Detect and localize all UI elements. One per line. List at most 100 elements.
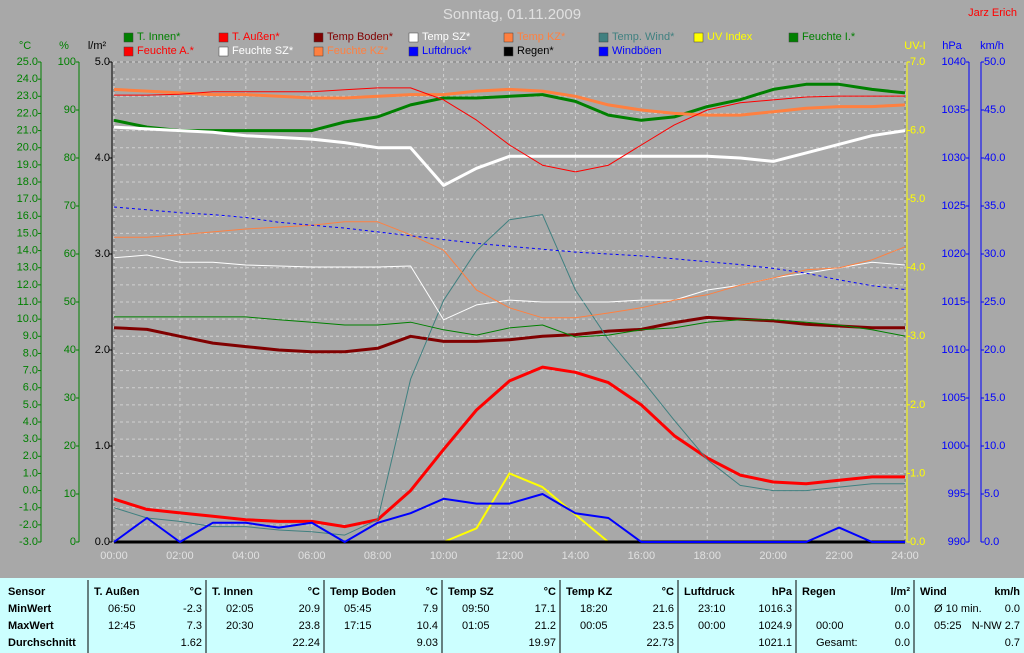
cell-time: 00:00 — [816, 620, 844, 632]
y-tick-label: 3.0 — [23, 433, 38, 445]
y-tick-label: 18.0 — [17, 176, 38, 188]
y-axis-label: UV-I — [904, 40, 925, 52]
legend-swatch — [693, 32, 704, 43]
legend-label: UV Index — [707, 31, 753, 43]
y-tick-label: 40.0 — [984, 152, 1005, 164]
y-tick-label: 3.0 — [95, 248, 110, 260]
cell-time: 00:00 — [698, 620, 726, 632]
cell-value: N-NW 2.7 — [972, 620, 1020, 632]
cell-value: 0.0 — [895, 637, 910, 649]
legend-label: T. Innen* — [137, 31, 181, 43]
cell-time: 01:05 — [462, 620, 490, 632]
x-tick-label: 00:00 — [100, 550, 128, 562]
legend-label: Feuchte I.* — [802, 31, 856, 43]
x-tick-label: 20:00 — [759, 550, 787, 562]
y-tick-label: 2.0 — [910, 399, 925, 411]
y-tick-label: 7.0 — [23, 364, 38, 376]
series-line — [114, 221, 906, 319]
y-tick-label: 1030 — [942, 152, 966, 164]
y-tick-label: 10.0 — [984, 440, 1005, 452]
legend-swatch — [123, 32, 134, 43]
legend-label: T. Außen* — [232, 31, 280, 43]
cell-time: 02:05 — [226, 603, 254, 615]
cell-time: 17:15 — [344, 620, 372, 632]
series-line — [113, 315, 905, 354]
cell-value: 1016.3 — [758, 603, 792, 615]
cell-value: 17.1 — [535, 603, 556, 615]
legend-label: Feuchte SZ* — [232, 45, 294, 57]
legend-swatch — [408, 32, 419, 43]
y-tick-label: 3.0 — [910, 330, 925, 342]
legend-swatch — [598, 32, 609, 43]
group-name: Luftdruck — [684, 586, 736, 598]
x-tick-label: 10:00 — [430, 550, 458, 562]
legend-label: Temp KZ* — [517, 31, 566, 43]
y-tick-label: 23.0 — [17, 90, 38, 102]
legend-swatch — [788, 32, 799, 43]
legend-label: Feuchte A.* — [137, 45, 195, 57]
cell-time: 00:05 — [580, 620, 608, 632]
group-unit: °C — [544, 586, 556, 598]
cell-time: Ø 10 min. — [934, 603, 982, 615]
y-axis-label: km/h — [980, 40, 1004, 52]
cell-time: 06:50 — [108, 603, 136, 615]
cell-value: 21.2 — [535, 620, 556, 632]
y-tick-label: 20 — [64, 440, 76, 452]
y-tick-label: 15.0 — [984, 392, 1005, 404]
x-tick-label: 08:00 — [364, 550, 392, 562]
legend-swatch — [503, 32, 514, 43]
series-line — [113, 214, 905, 536]
y-tick-label: 8.0 — [23, 347, 38, 359]
y-tick-label: 1035 — [942, 104, 966, 116]
y-tick-label: 2.0 — [23, 450, 38, 462]
x-tick-label: 18:00 — [693, 550, 721, 562]
cell-value: 20.9 — [299, 603, 320, 615]
y-tick-label: 0.0 — [984, 536, 999, 548]
y-tick-label: 1000 — [942, 440, 966, 452]
cell-time: 12:45 — [108, 620, 136, 632]
legend-swatch — [218, 32, 229, 43]
chart-title: Sonntag, 01.11.2009 — [443, 6, 581, 23]
series-line — [114, 87, 905, 173]
y-tick-label: 1.0 — [23, 467, 38, 479]
y-tick-label: 1015 — [942, 296, 966, 308]
cell-value: 0.0 — [895, 620, 910, 632]
series-line — [113, 493, 905, 543]
row-label: Durchschnitt — [8, 637, 76, 649]
y-tick-label: 50.0 — [984, 56, 1005, 68]
y-tick-label: 0 — [70, 536, 76, 548]
stats-table-background — [0, 578, 1024, 653]
group-name: Temp Boden — [330, 586, 396, 598]
y-tick-label: 45.0 — [984, 104, 1005, 116]
y-tick-label: 0.0 — [910, 536, 925, 548]
stats-table: Sensor MinWert MaxWert Durchschnitt T. Außen… — [8, 580, 1020, 653]
cell-value: 23.5 — [653, 620, 674, 632]
group-name: Temp KZ — [566, 586, 613, 598]
y-tick-label: 90 — [64, 104, 76, 116]
series-line — [113, 365, 905, 529]
group-unit: °C — [662, 586, 674, 598]
legend-label: Temp SZ* — [422, 31, 471, 43]
y-tick-label: 20.0 — [984, 344, 1005, 356]
legend-swatch — [218, 46, 229, 57]
y-tick-label: 0.0 — [23, 484, 38, 496]
y-tick-label: 6.0 — [23, 382, 38, 394]
y-tick-label: 6.0 — [910, 124, 925, 136]
y-tick-label: 30 — [64, 392, 76, 404]
group-unit: hPa — [772, 586, 793, 598]
legend-swatch — [313, 32, 324, 43]
y-tick-label: 1020 — [942, 248, 966, 260]
row-label: MaxWert — [8, 620, 54, 632]
legend-swatch — [313, 46, 324, 57]
x-tick-label: 04:00 — [232, 550, 260, 562]
y-tick-label: -1.0 — [19, 502, 38, 514]
cell-value: 23.8 — [299, 620, 320, 632]
y-tick-label: 1005 — [942, 392, 966, 404]
y-tick-label: 60 — [64, 248, 76, 260]
y-tick-label: 70 — [64, 200, 76, 212]
cell-time: Gesamt: — [816, 637, 858, 649]
series-line — [113, 82, 906, 133]
legend-label: Luftdruck* — [422, 45, 472, 57]
